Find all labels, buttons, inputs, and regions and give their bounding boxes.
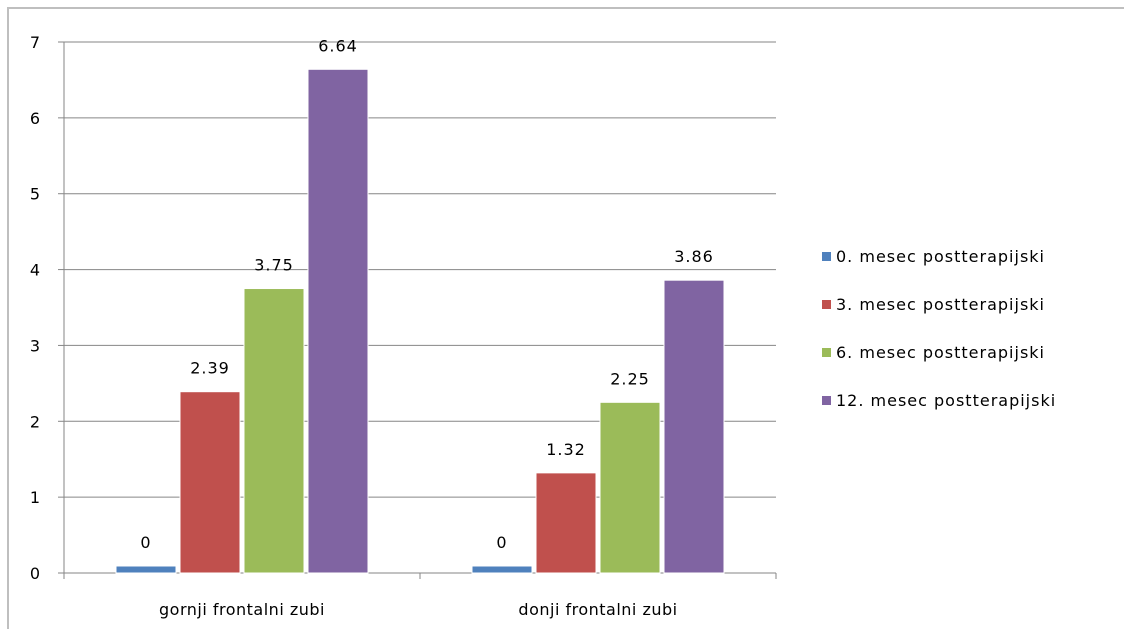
legend-label: 12. mesec postterapijski — [836, 391, 1056, 410]
y-tick-label: 7 — [30, 33, 40, 52]
y-tick-label: 2 — [30, 412, 40, 431]
legend-label: 3. mesec postterapijski — [836, 295, 1045, 314]
y-tick-label: 1 — [30, 488, 40, 507]
data-label: 0 — [496, 533, 507, 552]
legend-swatch — [822, 348, 831, 357]
data-label: 2.25 — [610, 369, 650, 388]
data-label: 3.86 — [674, 247, 714, 266]
bar[interactable] — [535, 472, 597, 574]
bar[interactable] — [115, 565, 177, 574]
bar[interactable] — [243, 288, 305, 574]
data-label: 6.64 — [318, 36, 358, 55]
y-tick-label: 6 — [30, 109, 40, 128]
bar[interactable] — [663, 279, 725, 574]
y-tick-label: 5 — [30, 185, 40, 204]
data-label: 3.75 — [254, 256, 294, 275]
legend-swatch — [822, 252, 831, 261]
legend-swatch — [822, 300, 831, 309]
legend-label: 0. mesec postterapijski — [836, 247, 1045, 266]
legend-swatch — [822, 396, 831, 405]
bar[interactable] — [179, 391, 241, 574]
y-tick-label: 4 — [30, 261, 40, 280]
data-label: 2.39 — [190, 359, 230, 378]
bar[interactable] — [471, 565, 533, 574]
y-tick-label: 0 — [30, 564, 40, 583]
category-label: gornji frontalni zubi — [159, 600, 325, 619]
bar[interactable] — [599, 401, 661, 574]
legend-label: 6. mesec postterapijski — [836, 343, 1045, 362]
data-label: 1.32 — [546, 440, 586, 459]
y-tick-label: 3 — [30, 336, 40, 355]
data-label: 0 — [140, 533, 151, 552]
category-label: donji frontalni zubi — [518, 600, 677, 619]
bar[interactable] — [307, 68, 369, 574]
